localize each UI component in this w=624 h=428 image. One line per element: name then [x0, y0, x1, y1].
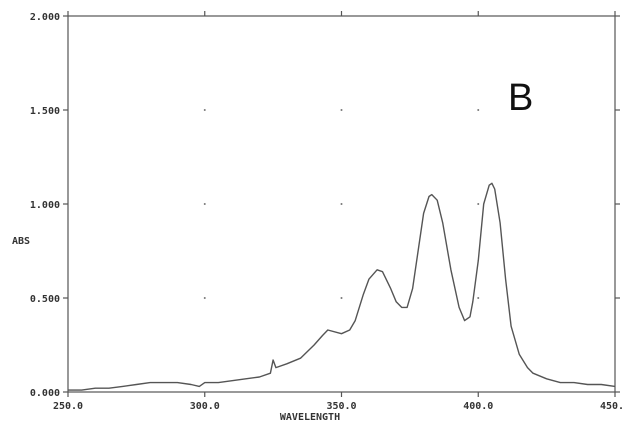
grid-dot: [477, 203, 480, 205]
grid-dots: [203, 109, 480, 299]
panel-label: B: [508, 77, 533, 119]
y-tick-labels: 0.000 0.500 1.000 1.500 2.000: [30, 12, 60, 399]
x-tick-label: 300.0: [190, 401, 220, 412]
x-tick-label: 350.0: [326, 401, 356, 412]
x-axis-label: WAVELENGTH: [280, 412, 340, 423]
grid-dot: [203, 109, 206, 111]
grid-dot: [477, 297, 480, 299]
y-tick-label: 0.500: [30, 294, 60, 305]
y-tick-label: 1.500: [30, 106, 60, 117]
y-tick-label: 1.000: [30, 200, 60, 211]
grid-dot: [203, 297, 206, 299]
x-tick-label: 450.0: [600, 401, 624, 412]
y-tick-label: 2.000: [30, 12, 60, 23]
grid-dot: [340, 297, 343, 299]
grid-dot: [203, 203, 206, 205]
y-tick-label: 0.000: [30, 388, 60, 399]
x-tick-label: 250.0: [53, 401, 83, 412]
grid-dot: [340, 203, 343, 205]
x-tick-labels: 250.0 300.0 350.0 400.0 450.0: [53, 401, 624, 412]
grid-dot: [477, 109, 480, 111]
x-tick-label: 400.0: [463, 401, 493, 412]
grid-dot: [340, 109, 343, 111]
y-axis-label: ABS: [12, 236, 30, 247]
absorbance-curve: [68, 182, 616, 391]
axis-ticks: [63, 11, 620, 397]
